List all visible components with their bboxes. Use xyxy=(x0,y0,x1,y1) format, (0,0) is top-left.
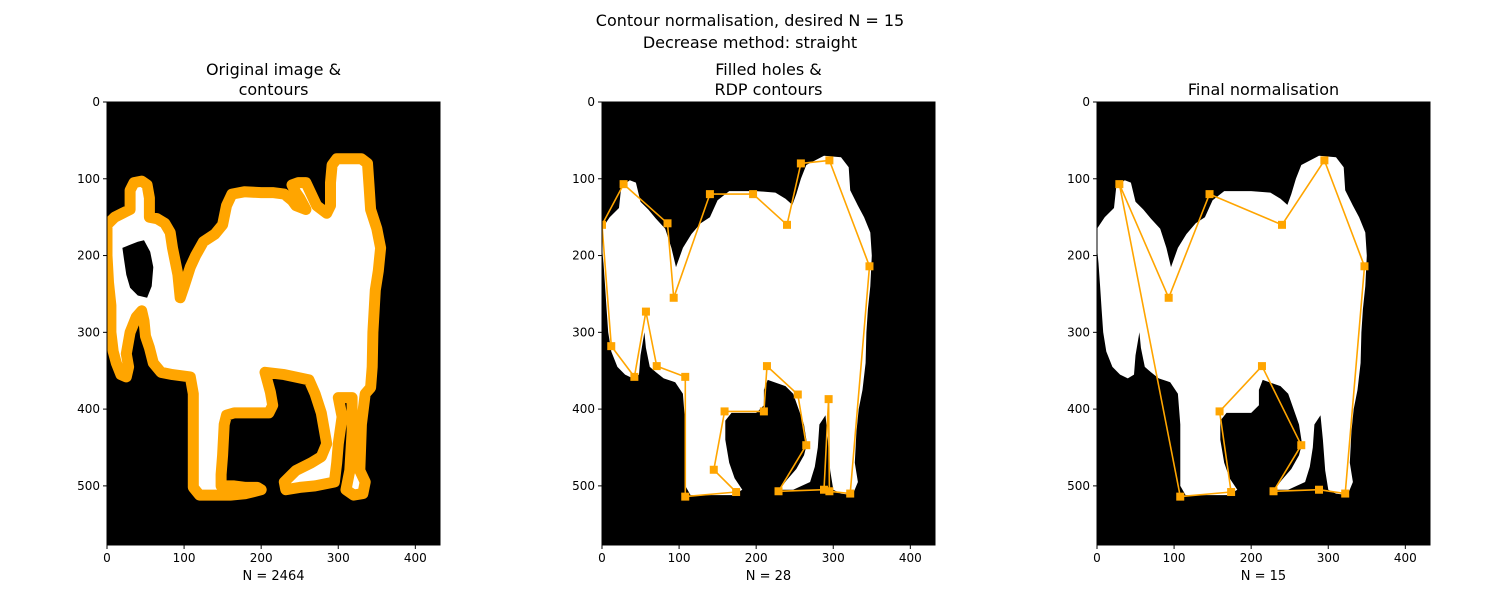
contour-point-marker xyxy=(1176,492,1185,501)
contour-point-marker xyxy=(1227,488,1236,497)
panel-3: 0 100 200 300 400 0 100 200 300 400 500 N = 15 Final… xyxy=(1067,80,1431,584)
x-tick-label: 400 xyxy=(899,551,922,565)
contour-point-marker xyxy=(732,488,741,497)
contour-point-marker xyxy=(1360,262,1369,271)
contour-point-marker xyxy=(663,219,672,228)
contour-point-marker xyxy=(783,220,791,229)
x-tick-label: 300 xyxy=(822,551,845,565)
panel-1: 0 100 200 300 400 0 100 200 300 400 500 N = 2464 Ori… xyxy=(77,60,441,584)
contour-point-marker xyxy=(602,220,606,229)
contour-point-marker xyxy=(774,487,783,496)
y-tick-label: 500 xyxy=(572,479,595,493)
contour-point-marker xyxy=(796,159,805,168)
x-axis-label: N = 15 xyxy=(1241,569,1286,584)
axes-frame xyxy=(1096,101,1431,546)
panel-title: Filled holes & xyxy=(715,60,822,79)
axes-frame xyxy=(106,101,441,546)
x-tick-label: 400 xyxy=(1394,551,1417,565)
contour-point-marker xyxy=(1315,485,1323,494)
contour-point-marker xyxy=(762,362,771,371)
contour-line xyxy=(107,153,387,501)
contour-point-marker xyxy=(681,492,690,501)
x-axis-label: N = 2464 xyxy=(243,569,305,584)
axes-frame xyxy=(601,101,936,546)
y-tick-label: 0 xyxy=(92,95,100,109)
contour-point-marker xyxy=(1269,487,1278,496)
y-tick-label: 300 xyxy=(572,325,595,339)
y-tick-label: 0 xyxy=(587,95,595,109)
x-tick-label: 0 xyxy=(103,551,111,565)
contour-point-marker xyxy=(846,489,855,498)
contour-point-marker xyxy=(749,190,758,199)
contour-point-marker xyxy=(1341,489,1350,498)
contour-point-marker xyxy=(1257,362,1266,371)
contour-point-marker xyxy=(1278,220,1286,229)
x-axis-label: N = 28 xyxy=(746,569,791,584)
x-tick-label: 200 xyxy=(250,551,273,565)
contour-point-marker xyxy=(1115,180,1124,189)
x-tick-label: 200 xyxy=(745,551,768,565)
panel-title: Final normalisation xyxy=(1188,80,1339,99)
contour-point-marker xyxy=(824,395,833,404)
y-tick-label: 500 xyxy=(77,479,100,493)
silhouette-mask xyxy=(1097,155,1367,496)
hole-region xyxy=(122,240,154,298)
panel-title: Original image & xyxy=(206,60,341,79)
contour-point-marker xyxy=(709,465,718,474)
x-tick-label: 100 xyxy=(1163,551,1186,565)
contour-point-marker xyxy=(641,307,650,316)
y-tick-label: 400 xyxy=(572,402,595,416)
y-tick-label: 300 xyxy=(1067,325,1090,339)
contour-point-marker xyxy=(1297,441,1306,450)
y-tick-label: 100 xyxy=(77,172,100,186)
contour-point-marker xyxy=(705,190,714,199)
silhouette-mask xyxy=(107,158,381,496)
contour-point-marker xyxy=(669,293,678,302)
x-tick-label: 100 xyxy=(668,551,691,565)
contour-point-marker xyxy=(630,372,639,381)
contour-point-marker xyxy=(1320,156,1329,165)
panel-title: RDP contours xyxy=(714,80,822,99)
y-tick-label: 100 xyxy=(572,172,595,186)
contour-point-marker xyxy=(865,262,874,271)
contour-point-marker xyxy=(759,407,768,416)
y-tick-label: 400 xyxy=(77,402,100,416)
y-tick-label: 200 xyxy=(572,249,595,263)
x-tick-label: 0 xyxy=(598,551,606,565)
silhouette-mask xyxy=(602,155,872,496)
x-tick-label: 300 xyxy=(327,551,350,565)
suptitle-line1: Contour normalisation, desired N = 15 xyxy=(596,11,904,30)
x-tick-label: 400 xyxy=(404,551,427,565)
contour-point-marker xyxy=(1164,293,1173,302)
panel-2: 0 100 200 300 400 0 100 200 300 400 500 N = 28 Fille… xyxy=(572,60,936,584)
x-tick-label: 100 xyxy=(173,551,196,565)
panel-title: contours xyxy=(239,80,309,99)
x-tick-label: 0 xyxy=(1093,551,1101,565)
y-tick-label: 500 xyxy=(1067,479,1090,493)
suptitle-line2: Decrease method: straight xyxy=(643,33,857,52)
contour-point-marker xyxy=(720,407,729,416)
contour-point-marker xyxy=(607,342,616,351)
contour-point-marker xyxy=(652,362,661,371)
y-tick-label: 100 xyxy=(1067,172,1090,186)
contour-point-marker xyxy=(802,441,811,450)
x-tick-label: 300 xyxy=(1317,551,1340,565)
contour-point-marker xyxy=(820,485,828,494)
y-tick-label: 200 xyxy=(1067,249,1090,263)
y-tick-label: 200 xyxy=(77,249,100,263)
panels: 0 100 200 300 400 0 100 200 300 400 500 N = 2464 Ori… xyxy=(77,60,1431,584)
contour-point-marker xyxy=(619,180,628,189)
contour-point-marker xyxy=(825,156,834,165)
contour-point-marker xyxy=(793,390,802,399)
contour-point-marker xyxy=(1215,407,1224,416)
contour-point-marker xyxy=(1205,190,1214,199)
y-tick-label: 400 xyxy=(1067,402,1090,416)
x-tick-label: 200 xyxy=(1240,551,1263,565)
y-tick-label: 300 xyxy=(77,325,100,339)
y-tick-label: 0 xyxy=(1082,95,1090,109)
contour-point-marker xyxy=(825,487,834,496)
contour-point-marker xyxy=(681,372,690,381)
